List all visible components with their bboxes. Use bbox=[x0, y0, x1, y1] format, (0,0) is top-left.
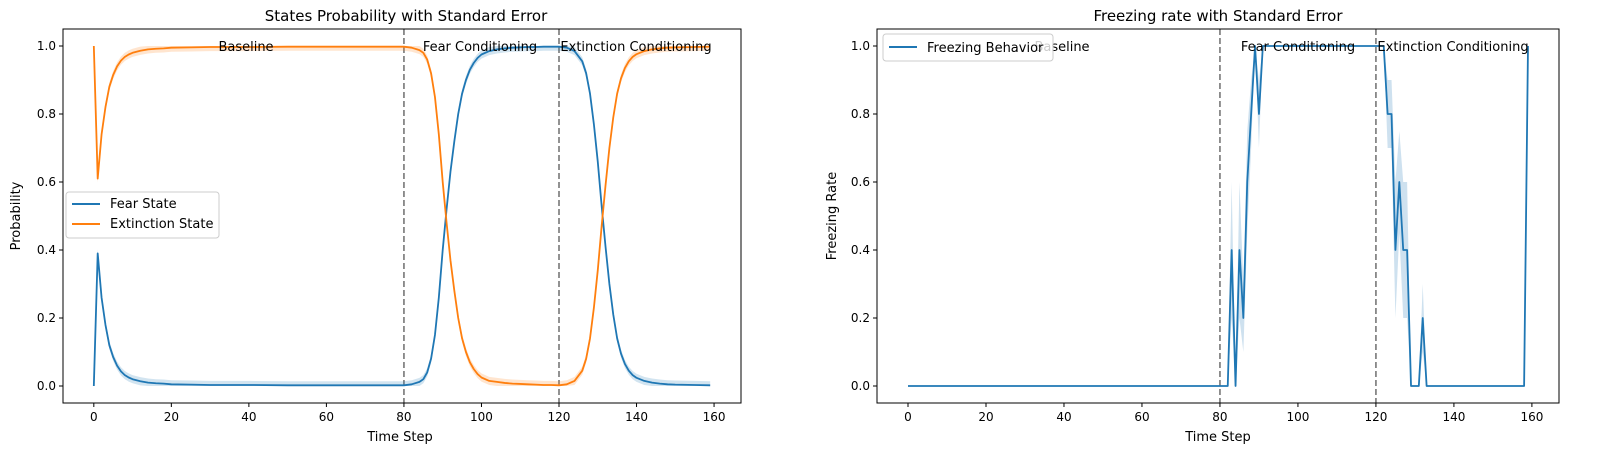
phase-label-baseline: Baseline bbox=[218, 40, 273, 55]
legend-box bbox=[882, 33, 1054, 62]
x-axis: 0 20 40 60 80 100 120 140 160 bbox=[90, 403, 726, 424]
x-tick-label: 160 bbox=[703, 410, 726, 424]
y-tick-label: 1.0 bbox=[37, 39, 56, 53]
y-axis: 0.0 0.2 0.4 0.6 0.8 1.0 bbox=[851, 39, 877, 393]
y-tick-label: 0.6 bbox=[37, 175, 56, 189]
x-tick-label: 20 bbox=[164, 410, 179, 424]
y-tick-label: 0.0 bbox=[37, 379, 56, 393]
x-tick-label: 40 bbox=[1056, 410, 1071, 424]
legend-label-fear-state: Fear State bbox=[110, 197, 177, 212]
plot-frame bbox=[62, 28, 742, 404]
y-tick-label: 0.8 bbox=[851, 107, 870, 121]
series-lines bbox=[908, 45, 1529, 387]
x-tick-label: 0 bbox=[904, 410, 912, 424]
y-tick-label: 0.2 bbox=[37, 311, 56, 325]
phase-label-fear-conditioning: Fear Conditioning bbox=[423, 40, 537, 55]
x-axis-label: Time Step bbox=[366, 430, 433, 445]
y-tick-label: 0.4 bbox=[37, 243, 56, 257]
x-tick-label: 40 bbox=[241, 410, 256, 424]
y-tick-label: 0.8 bbox=[37, 107, 56, 121]
series-line-fear-state bbox=[92, 45, 711, 387]
y-tick-label: 0.4 bbox=[851, 243, 870, 257]
y-tick-label: 0.6 bbox=[851, 175, 870, 189]
x-tick-label: 120 bbox=[1364, 410, 1387, 424]
legend: Freezing Behavior bbox=[882, 33, 1054, 62]
legend-label-extinction-state: Extinction State bbox=[110, 217, 213, 232]
phase-lines bbox=[1219, 29, 1377, 403]
phase-labels: Baseline Fear Conditioning Extinction Co… bbox=[218, 40, 711, 55]
x-tick-label: 100 bbox=[470, 410, 493, 424]
x-tick-label: 60 bbox=[1134, 410, 1149, 424]
y-axis-label: Probability bbox=[9, 181, 24, 250]
chart-left: States Probability with Standard Error B… bbox=[9, 7, 742, 445]
legend: Fear State Extinction State bbox=[65, 191, 220, 239]
x-tick-label: 80 bbox=[396, 410, 411, 424]
x-tick-label: 100 bbox=[1286, 410, 1309, 424]
x-axis: 0 20 40 60 80 100 120 140 160 bbox=[904, 403, 1543, 424]
series-line-freezing-behavior bbox=[908, 45, 1529, 387]
chart-title: Freezing rate with Standard Error bbox=[1093, 7, 1343, 25]
series-line-extinction-state bbox=[92, 45, 711, 387]
x-axis-label: Time Step bbox=[1184, 430, 1251, 445]
plot-frame bbox=[876, 28, 1560, 404]
chart-right: Freezing rate with Standard Error Baseli… bbox=[825, 7, 1560, 445]
chart-title: States Probability with Standard Error bbox=[265, 7, 548, 25]
x-tick-label: 160 bbox=[1520, 410, 1543, 424]
phase-label-extinction-conditioning: Extinction Conditioning bbox=[1377, 40, 1528, 55]
y-tick-label: 0.2 bbox=[851, 311, 870, 325]
error-band-freezing-behavior bbox=[908, 46, 1528, 386]
x-tick-label: 0 bbox=[90, 410, 98, 424]
x-tick-label: 140 bbox=[1442, 410, 1465, 424]
phase-label-extinction-conditioning: Extinction Conditioning bbox=[560, 40, 711, 55]
x-tick-label: 120 bbox=[548, 410, 571, 424]
y-tick-label: 0.0 bbox=[851, 379, 870, 393]
y-axis-label: Freezing Rate bbox=[825, 172, 840, 260]
x-tick-label: 140 bbox=[625, 410, 648, 424]
phase-label-fear-conditioning: Fear Conditioning bbox=[1241, 40, 1355, 55]
series-lines bbox=[92, 45, 711, 387]
legend-box bbox=[65, 191, 220, 239]
legend-label-freezing-behavior: Freezing Behavior bbox=[927, 41, 1044, 56]
error-bands bbox=[908, 46, 1528, 386]
y-tick-label: 1.0 bbox=[851, 39, 870, 53]
y-axis: 0.0 0.2 0.4 0.6 0.8 1.0 bbox=[37, 39, 63, 393]
x-tick-label: 60 bbox=[319, 410, 334, 424]
phase-lines bbox=[403, 29, 560, 403]
phase-labels: Baseline Fear Conditioning Extinction Co… bbox=[1034, 40, 1528, 55]
x-tick-label: 20 bbox=[978, 410, 993, 424]
x-tick-label: 80 bbox=[1212, 410, 1227, 424]
